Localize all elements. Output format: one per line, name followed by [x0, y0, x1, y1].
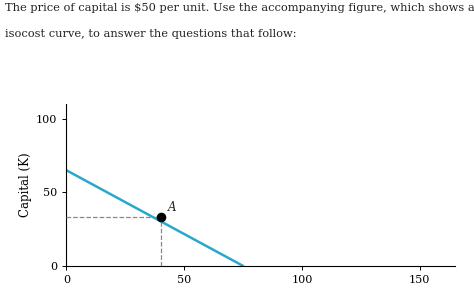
Y-axis label: Capital (K): Capital (K): [19, 153, 32, 217]
Text: The price of capital is $50 per unit. Use the accompanying figure, which shows a: The price of capital is $50 per unit. Us…: [5, 3, 474, 13]
Point: [157, 215, 164, 220]
Text: A: A: [168, 201, 176, 214]
Text: isocost curve, to answer the questions that follow:: isocost curve, to answer the questions t…: [5, 29, 296, 39]
